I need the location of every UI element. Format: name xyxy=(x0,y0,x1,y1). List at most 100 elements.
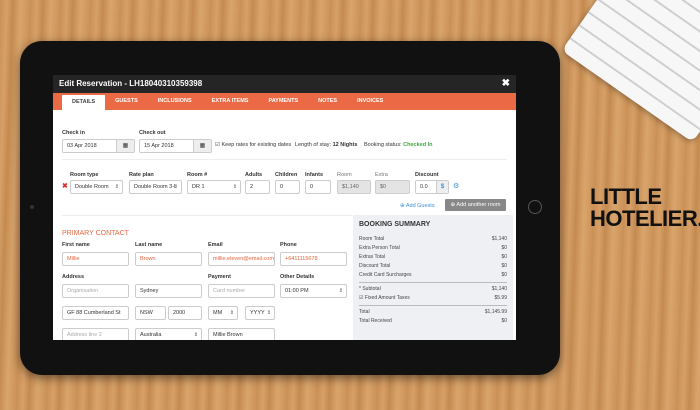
row-label: Room Total xyxy=(359,236,385,242)
row-value: $1,145.99 xyxy=(484,309,507,315)
row-value: $0 xyxy=(501,245,507,251)
calendar-icon[interactable]: ▦ xyxy=(116,140,134,152)
tab-inclusions[interactable]: INCLUSIONS xyxy=(157,98,192,104)
tab-extra-items[interactable]: EXTRA ITEMS xyxy=(211,98,249,104)
checkout-input[interactable]: 15 Apr 2018 ▦ xyxy=(139,139,212,153)
little-hotelier-logo: LITTLE HOTELIER. xyxy=(590,186,700,230)
logo-line2: HOTELIER. xyxy=(590,206,700,231)
camera xyxy=(30,205,34,209)
summary-row: Extra Person Total $0 xyxy=(353,244,513,253)
address-line2-input[interactable]: Address line 2 xyxy=(62,328,129,340)
last-name-input[interactable]: Brown xyxy=(135,252,202,266)
email-label: Email xyxy=(208,242,223,248)
modal-title: Edit Reservation - LH18040310359398 xyxy=(53,75,516,93)
arrival-time-select[interactable]: 01:00 PM xyxy=(280,284,347,298)
children-label: Children xyxy=(275,172,298,178)
row-label: Total xyxy=(359,309,370,315)
other-details-label: Other Details xyxy=(280,274,315,280)
taxes-checkbox[interactable]: ☑ Fixed Amount Taxes xyxy=(359,295,410,301)
add-guests-link[interactable]: ⊕ Add Guests xyxy=(400,203,435,209)
expiry-year-select[interactable]: YYYY xyxy=(245,306,275,320)
phone-input[interactable]: +6411115678 xyxy=(280,252,347,266)
home-button[interactable] xyxy=(528,200,542,214)
room-price-field: $1,140 xyxy=(337,180,371,194)
divider xyxy=(359,282,507,283)
tab-payments[interactable]: PAYMENTS xyxy=(268,98,299,104)
calendar-icon[interactable]: ▦ xyxy=(193,140,211,152)
city-input[interactable]: Sydney xyxy=(135,284,202,298)
cardholder-input[interactable]: Millie Brown xyxy=(208,328,275,340)
last-name-label: Last name xyxy=(135,242,163,248)
booking-status: Booking status: Checked In xyxy=(364,142,432,148)
organisation-input[interactable]: Organisation xyxy=(62,284,129,298)
close-icon[interactable]: ✖ xyxy=(501,78,510,89)
divider xyxy=(359,305,507,306)
keep-rates-checkbox[interactable]: ☑ Keep rates for existing dates xyxy=(215,142,292,148)
checkout-value: 15 Apr 2018 xyxy=(144,143,174,149)
tab-guests[interactable]: GUESTS xyxy=(115,98,138,104)
discount-label: Discount xyxy=(415,172,439,178)
booking-summary-title: BOOKING SUMMARY xyxy=(359,221,431,228)
status-label: Booking status: xyxy=(364,142,402,148)
room-price-label: Room xyxy=(337,172,352,178)
add-room-label: Add another room xyxy=(456,202,501,208)
checkin-label: Check in xyxy=(62,130,85,136)
tab-invoices[interactable]: INVOICES xyxy=(357,98,384,104)
extra-label: Extra xyxy=(375,172,388,178)
keep-rates-label: Keep rates for existing dates xyxy=(221,142,292,148)
booking-summary: BOOKING SUMMARY Room Total $1,140 Extra P… xyxy=(353,215,513,340)
row-value: $0 xyxy=(501,263,507,269)
tab-details[interactable]: DETAILS xyxy=(62,95,106,110)
tab-bar: DETAILS GUESTS INCLUSIONS EXTRA ITEMS PA… xyxy=(53,93,516,110)
status-value: Checked In xyxy=(403,142,433,148)
infants-label: Infants xyxy=(305,172,324,178)
children-input[interactable]: 0 xyxy=(275,180,300,194)
primary-contact-heading: PRIMARY CONTACT xyxy=(62,230,129,237)
first-name-input[interactable]: Millie xyxy=(62,252,129,266)
rate-plan-select[interactable]: Double Room 3-I xyxy=(129,180,182,194)
address-label: Address xyxy=(62,274,85,280)
card-number-input[interactable]: Card number xyxy=(208,284,275,298)
summary-row: Room Total $1,140 xyxy=(353,235,513,244)
row-label: Fixed Amount Taxes xyxy=(364,295,410,301)
infants-input[interactable]: 0 xyxy=(305,180,331,194)
subtotal-row: * Subtotal $1,140 xyxy=(353,285,513,294)
length-of-stay: Length of stay: 12 Nights xyxy=(295,142,357,148)
row-value: $0 xyxy=(501,254,507,260)
row-label: Total Received xyxy=(359,318,392,324)
rate-plan-label: Rate plan xyxy=(129,172,154,178)
row-value: $5.99 xyxy=(494,295,507,301)
row-value: $0 xyxy=(501,272,507,278)
row-value: $0 xyxy=(501,318,507,324)
row-value: $1,140 xyxy=(491,286,507,292)
add-guests-label: Add Guests xyxy=(405,203,435,209)
street-input[interactable]: GF 88 Cumberland St xyxy=(62,306,129,320)
edit-reservation-modal: Edit Reservation - LH18040310359398 ✖ DE… xyxy=(53,75,516,340)
row-label: Extras Total xyxy=(359,254,386,260)
row-label: Credit Card Surcharges xyxy=(359,272,412,278)
received-row: Total Received $0 xyxy=(353,317,513,326)
expiry-month-select[interactable]: MM xyxy=(208,306,238,320)
room-number-label: Room # xyxy=(187,172,208,178)
total-row: Total $1,145.99 xyxy=(353,308,513,317)
discount-input[interactable]: 0.0 $ xyxy=(415,180,449,194)
checkin-input[interactable]: 03 Apr 2018 ▦ xyxy=(62,139,135,153)
row-label: Extra Person Total xyxy=(359,245,400,251)
taxes-row[interactable]: ☑ Fixed Amount Taxes $5.99 xyxy=(353,294,513,303)
settings-icon[interactable]: ⚙ xyxy=(453,183,460,190)
length-value: 12 Nights xyxy=(332,142,358,148)
country-select[interactable]: Australia xyxy=(135,328,202,340)
room-number-select[interactable]: DR 1 xyxy=(187,180,241,194)
state-input[interactable]: NSW xyxy=(135,306,166,320)
room-type-select[interactable]: Double Room xyxy=(70,180,123,194)
add-room-button[interactable]: ⊕ Add another room xyxy=(445,199,506,211)
adults-label: Adults xyxy=(245,172,263,178)
payment-label: Payment xyxy=(208,274,231,280)
email-input[interactable]: millie.eleven@email.com xyxy=(208,252,275,266)
postcode-input[interactable]: 2000 xyxy=(168,306,202,320)
remove-room-icon[interactable]: ✖ xyxy=(62,183,68,190)
adults-input[interactable]: 2 xyxy=(245,180,270,194)
tab-notes[interactable]: NOTES xyxy=(318,98,338,104)
discount-unit-toggle[interactable]: $ xyxy=(436,181,448,193)
summary-row: Credit Card Surcharges $0 xyxy=(353,271,513,280)
